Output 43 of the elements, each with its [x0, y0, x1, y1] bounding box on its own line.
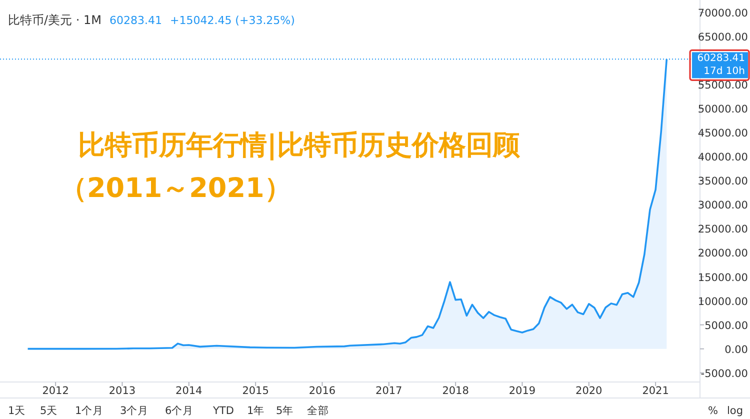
x-tick-label: 2020: [576, 385, 602, 397]
text: 全部: [307, 404, 329, 417]
text: 比特币历年行情|比特币历史价格回顾: [78, 130, 521, 161]
text: 17d 10h: [704, 66, 745, 77]
x-tick-label: 2017: [376, 385, 402, 397]
x-tick-label: 2021: [642, 385, 669, 397]
y-tick-label: 35000.00: [698, 176, 748, 188]
y-tick-label: 65000.00: [698, 32, 748, 44]
y-tick-label: -5000.00: [700, 368, 748, 380]
y-tick-label: 40000.00: [698, 152, 748, 164]
x-tick-label: 2016: [308, 385, 336, 397]
x-tick-label: 2019: [508, 385, 536, 397]
annotation: +15042.45 (+33.25%): [170, 14, 295, 27]
y-tick-label: 20000.00: [698, 248, 748, 260]
text: %: [708, 405, 718, 417]
annotation: 60283.41: [109, 14, 162, 27]
text: YTD: [212, 405, 234, 417]
y-tick-label: 25000.00: [698, 224, 748, 236]
text: （2011～2021）: [60, 173, 292, 204]
text: 6个月: [165, 405, 194, 417]
text: 1天: [8, 405, 26, 417]
text: 1年: [247, 405, 265, 417]
x-tick-label: 2018: [442, 385, 469, 397]
y-tick-label: 30000.00: [698, 200, 748, 212]
x-tick-label: 2012: [42, 385, 69, 397]
y-tick-label: 15000.00: [698, 272, 748, 284]
y-tick-label: 10000.00: [698, 296, 748, 308]
y-tick-label: 45000.00: [698, 128, 748, 140]
y-tick-label: 0.00: [724, 344, 748, 356]
text: log: [727, 405, 744, 417]
text: 1个月: [75, 405, 104, 417]
y-tick-label: 70000.00: [698, 7, 748, 20]
x-tick-label: 2013: [108, 385, 136, 397]
y-tick-label: 5000.00: [704, 320, 748, 332]
y-tick-label: 50000.00: [698, 104, 748, 116]
text: 3个月: [120, 405, 149, 417]
x-tick-label: 2015: [242, 385, 269, 397]
text: 5年: [276, 405, 294, 417]
x-tick-label: 2014: [176, 385, 203, 397]
ref-line-label: 60283.41: [697, 53, 745, 64]
annotation: 比特币/美元 · 1M: [8, 13, 102, 27]
text: 5天: [40, 405, 58, 417]
y-tick-label: 55000.00: [698, 80, 748, 92]
